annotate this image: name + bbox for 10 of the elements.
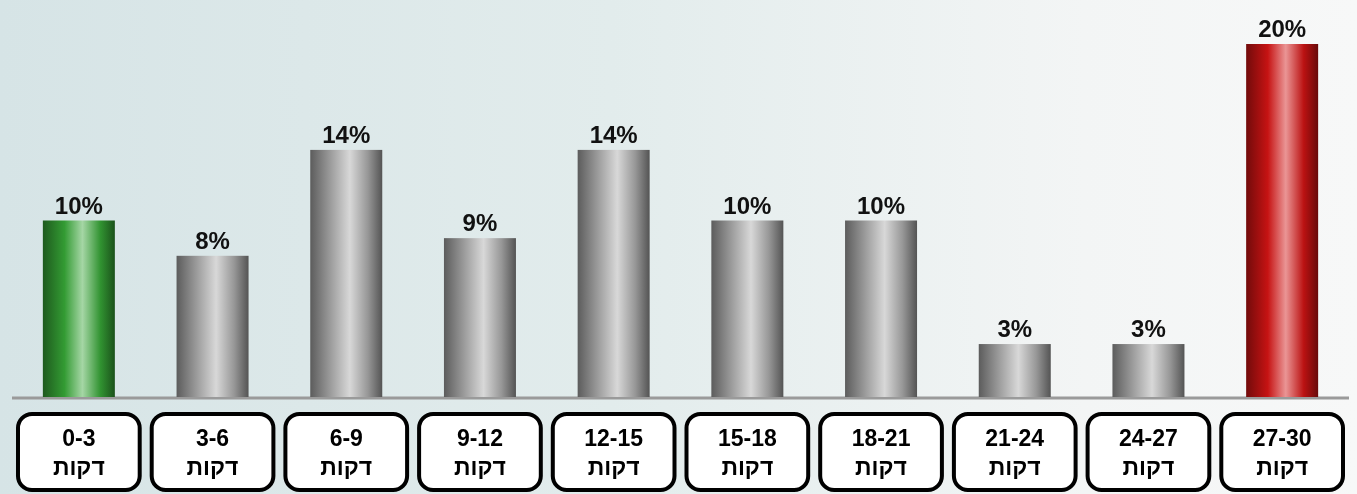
data-label: 14% — [589, 120, 638, 148]
data-label: 20% — [1258, 15, 1307, 42]
data-label: 10% — [54, 191, 103, 219]
data-label: 14% — [322, 120, 371, 148]
data-label: 9% — [462, 209, 498, 237]
data-label: 3% — [997, 315, 1033, 343]
data-label: 3% — [1131, 315, 1166, 343]
data-label: 10% — [857, 191, 906, 219]
data-label: 8% — [195, 226, 230, 254]
data-label: 10% — [723, 191, 772, 219]
